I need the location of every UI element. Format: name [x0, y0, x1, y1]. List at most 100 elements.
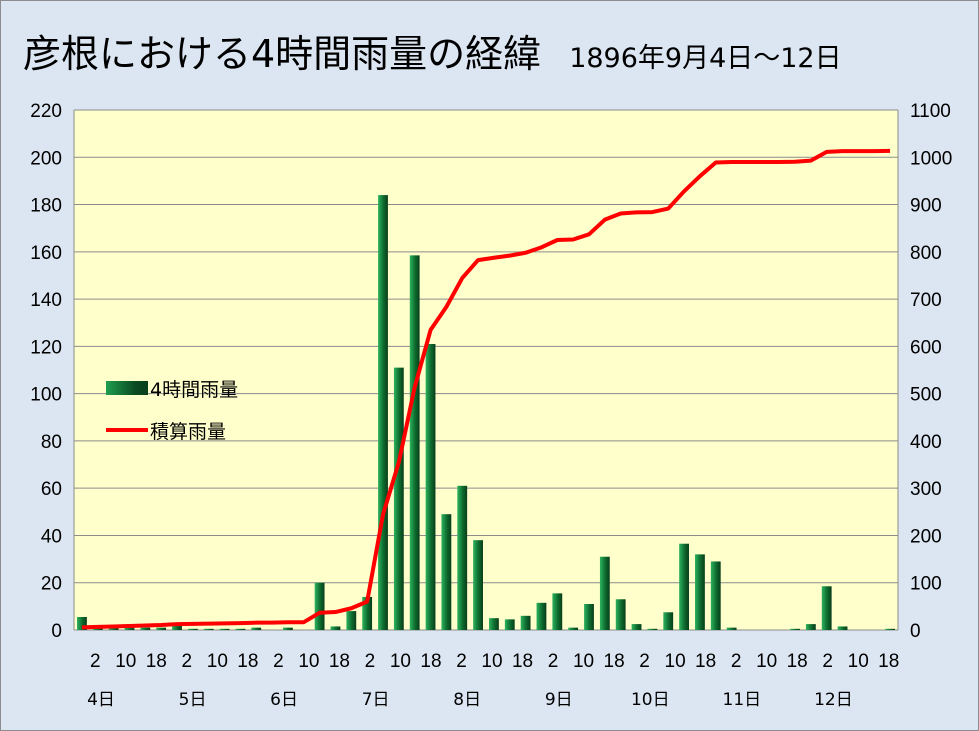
x-tick-label: 2 — [456, 651, 467, 672]
day-label: 5日 — [179, 690, 207, 710]
left-y-tick-label: 200 — [30, 148, 62, 169]
right-y-tick-label: 100 — [910, 574, 942, 595]
day-label: 4日 — [87, 690, 115, 710]
x-tick-label: 10 — [298, 651, 319, 672]
rainfall-bar — [219, 628, 230, 630]
rainfall-bar — [283, 627, 293, 630]
left-y-tick-label: 40 — [41, 526, 62, 547]
rainfall-bar — [393, 367, 404, 630]
right-y-tick-label: 1000 — [910, 148, 952, 169]
legend: 4時間雨量 積算雨量 — [106, 367, 238, 451]
day-label: 8日 — [453, 690, 481, 710]
x-tick-label: 2 — [639, 651, 650, 672]
legend-bar-label: 4時間雨量 — [150, 378, 239, 401]
left-y-tick-label: 20 — [41, 574, 62, 595]
chart-title: 彦根における4時間雨量の経緯 1896年9月4日～12日 — [23, 23, 842, 78]
rainfall-bar — [599, 556, 610, 630]
rainfall-bar — [346, 611, 357, 630]
left-y-tick-label: 0 — [51, 621, 62, 642]
rainfall-bar — [203, 628, 214, 630]
cumulative-line — [81, 148, 891, 630]
day-label: 11日 — [723, 690, 762, 710]
bar-series — [77, 195, 895, 630]
rainfall-bar — [821, 586, 832, 630]
left-y-tick-label: 140 — [30, 290, 62, 311]
rainfall-bar — [251, 627, 262, 630]
left-y-tick-label: 60 — [41, 479, 62, 500]
x-tick-label: 2 — [731, 651, 742, 672]
rainfall-bar — [124, 627, 135, 630]
day-labels: 4日 5日 6日 7日 8日 9日 10日 11日 12日 — [87, 690, 853, 710]
legend-line-swatch — [106, 428, 148, 432]
rainfall-bar — [409, 255, 420, 630]
x-tick-label: 18 — [787, 651, 808, 672]
left-y-tick-label: 100 — [30, 385, 62, 406]
legend-line-label: 積算雨量 — [150, 420, 227, 443]
left-y-tick-label: 220 — [30, 101, 62, 122]
right-y-tick-label: 400 — [910, 432, 942, 453]
x-tick-label: 18 — [878, 651, 899, 672]
rainfall-bar — [615, 599, 626, 630]
rainfall-bar — [330, 626, 341, 630]
rainfall-bar — [473, 540, 483, 630]
rainfall-bar — [695, 554, 705, 630]
legend-item-bar: 4時間雨量 — [106, 367, 238, 409]
title-text: 彦根における4時間雨量の経緯 — [23, 32, 542, 76]
right-y-axis-ticks: 0 100 200 300 400 500 600 700 800 900 1000 1100 — [910, 101, 952, 642]
x-tick-label: 10 — [115, 651, 136, 672]
x-tick-label: 2 — [548, 651, 559, 672]
left-y-tick-label: 180 — [30, 196, 62, 217]
left-y-tick-label: 80 — [41, 432, 62, 453]
right-y-tick-label: 300 — [910, 479, 942, 500]
legend-item-line: 積算雨量 — [106, 409, 238, 451]
rainfall-bar — [504, 619, 515, 630]
right-y-tick-label: 800 — [910, 243, 942, 264]
subtitle-text: 1896年9月4日～12日 — [569, 43, 842, 74]
right-y-tick-label: 600 — [910, 337, 942, 358]
day-label: 10日 — [631, 690, 670, 710]
x-tick-label: 18 — [695, 651, 716, 672]
right-y-tick-label: 900 — [910, 196, 942, 217]
day-label: 9日 — [545, 690, 573, 710]
x-tick-label: 10 — [573, 651, 594, 672]
rainfall-bar — [489, 618, 499, 630]
x-tick-label: 18 — [329, 651, 350, 672]
left-y-tick-label: 160 — [30, 243, 62, 264]
rainfall-bar — [140, 627, 151, 630]
rainfall-bar — [156, 627, 167, 630]
rainfall-bar — [679, 543, 689, 630]
left-y-axis-ticks: 0 20 40 60 80 100 120 140 160 180 200 220 — [30, 101, 62, 642]
rainfall-bar — [536, 602, 547, 630]
gridlines — [73, 109, 899, 631]
rainfall-bar — [647, 628, 658, 630]
x-tick-label: 10 — [207, 651, 228, 672]
rainfall-bar — [726, 627, 737, 630]
rainfall-bar — [457, 485, 468, 630]
x-tick-label: 2 — [182, 651, 193, 672]
x-tick-label: 10 — [665, 651, 686, 672]
x-tick-label: 18 — [146, 651, 167, 672]
left-y-tick-label: 120 — [30, 337, 62, 358]
rainfall-bar — [425, 344, 436, 630]
rainfall-bar — [663, 612, 674, 630]
rainfall-bar — [568, 627, 579, 630]
x-tick-label: 2 — [822, 651, 833, 672]
rainfall-bar — [108, 627, 119, 630]
rainfall-bar — [520, 615, 531, 630]
x-tick-label: 18 — [512, 651, 533, 672]
day-label: 7日 — [362, 690, 390, 710]
rainfall-bar — [710, 561, 721, 630]
rainfall-bar — [235, 628, 246, 630]
rainfall-bar — [790, 628, 800, 630]
right-y-tick-label: 200 — [910, 526, 942, 547]
legend-bar-swatch — [106, 381, 148, 395]
rainfall-bar — [805, 624, 816, 630]
x-tick-label: 18 — [604, 651, 625, 672]
right-y-tick-label: 0 — [910, 621, 921, 642]
x-tick-label: 10 — [481, 651, 502, 672]
x-tick-label: 10 — [756, 651, 777, 672]
rainfall-bar — [584, 604, 594, 630]
day-label: 6日 — [270, 690, 298, 710]
